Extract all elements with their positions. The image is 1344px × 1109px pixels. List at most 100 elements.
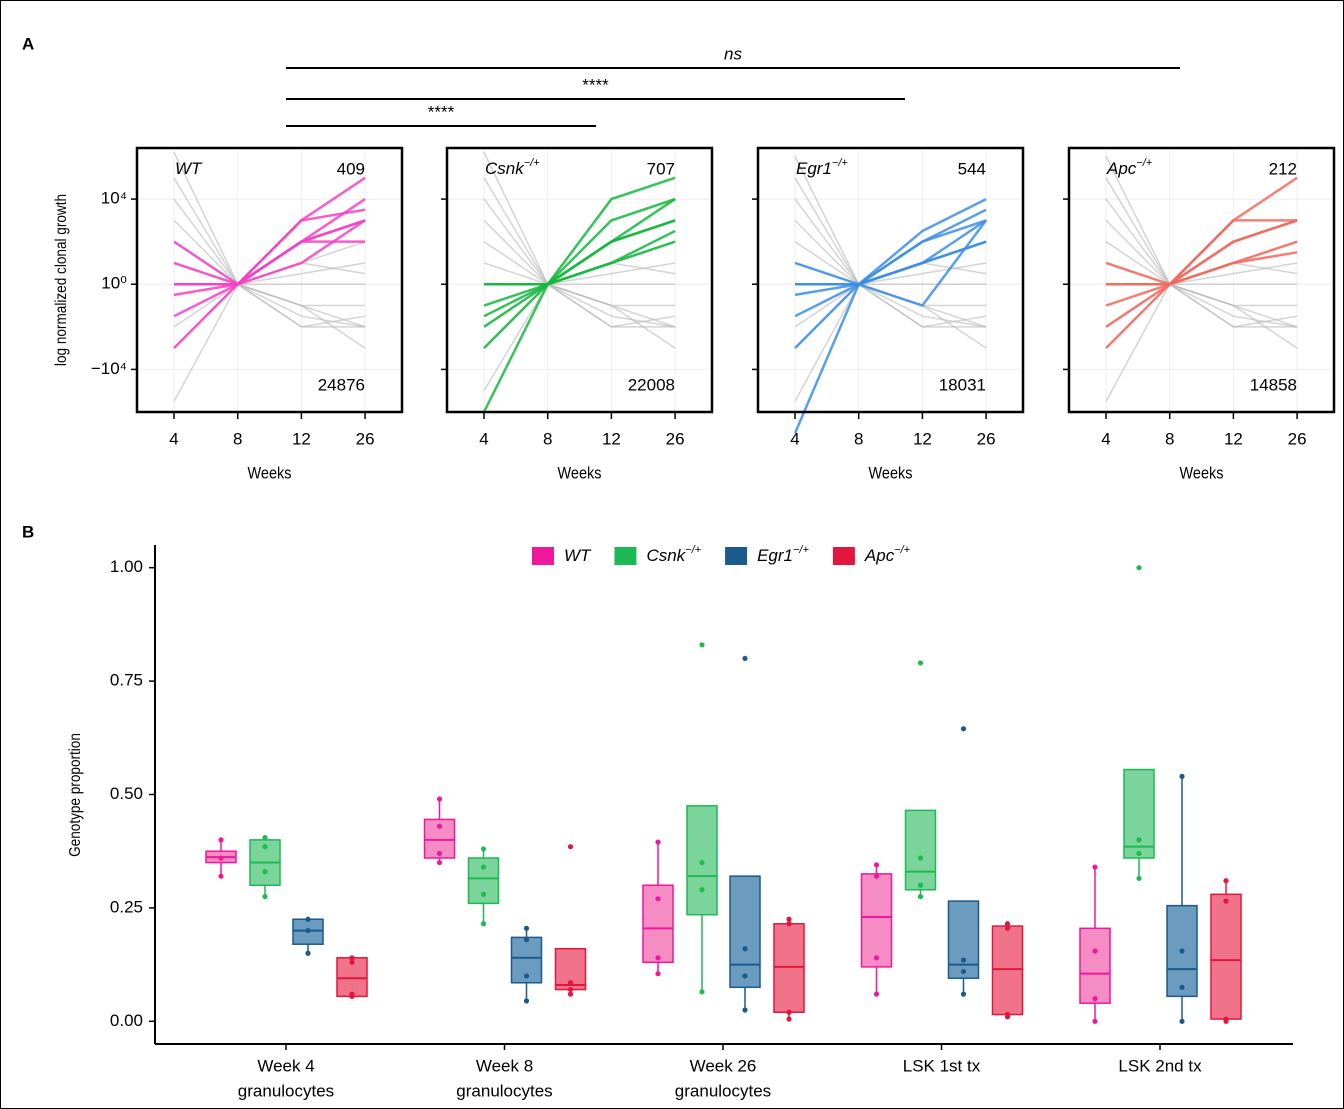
genotype-label: Egr1−/+ (757, 544, 809, 566)
genotype-superscript: −/+ (832, 157, 848, 169)
y-axis-label: log normalized clonal growth (53, 194, 70, 366)
data-point (480, 846, 487, 852)
data-point (1092, 864, 1098, 870)
x-tick-label: 4 (790, 429, 799, 448)
data-point (655, 955, 661, 961)
comparison-label: ns (724, 44, 742, 63)
box (860, 873, 893, 968)
background-trajectory (483, 198, 676, 286)
x-axis-label: Weeks (1180, 464, 1224, 482)
x-tick-label: 4 (169, 429, 178, 448)
highlighted-trajectory (794, 197, 987, 297)
x-tick-label: 12 (913, 429, 932, 448)
x-axis-label: Weeks (248, 464, 292, 482)
y-tick-label: 1.00 (110, 557, 143, 576)
highlighted-trajectory (173, 176, 366, 286)
genotype-superscript: −/+ (1136, 157, 1152, 169)
panel (1063, 146, 1336, 414)
highlighted-count: 409 (337, 159, 365, 178)
panel-label: A (22, 34, 34, 53)
data-point (742, 946, 748, 952)
highlighted-count: 707 (647, 159, 675, 178)
panel (131, 146, 404, 414)
box (1079, 927, 1111, 1004)
data-point (873, 955, 880, 961)
panel-frame (756, 146, 1025, 414)
data-point (305, 927, 311, 934)
x-tick-label: 8 (233, 429, 242, 448)
highlighted-trajectory (795, 219, 988, 308)
data-point (480, 921, 487, 927)
genotype-name: WT (175, 159, 203, 178)
data-point (960, 968, 967, 975)
data-point (742, 973, 748, 979)
legend-swatch (532, 547, 554, 565)
total-count: 14858 (1250, 375, 1297, 394)
panel-frame (1067, 146, 1336, 414)
panel (441, 146, 714, 414)
genotype-label: Egr1−/+ (796, 157, 848, 179)
genotype-name: Csnk (485, 159, 525, 178)
data-point (436, 823, 443, 829)
data-point (349, 993, 355, 999)
x-tick-label: 8 (543, 429, 552, 448)
data-point (742, 655, 748, 662)
data-point (786, 1016, 792, 1022)
x-tick-label: Week 4 (257, 1056, 314, 1075)
box (904, 809, 937, 891)
highlighted-trajectory (1105, 219, 1298, 350)
legend-swatch (832, 547, 855, 565)
highlighted-count: 212 (1269, 159, 1297, 178)
data-point (349, 955, 355, 961)
data-point (1092, 1018, 1098, 1024)
genotype-label: Apc−/+ (1106, 157, 1153, 179)
total-count: 18031 (939, 375, 986, 394)
data-point (436, 859, 443, 866)
data-point (1004, 1014, 1011, 1020)
data-point (1136, 850, 1142, 857)
x-tick-label: 26 (666, 429, 685, 448)
data-point (917, 855, 924, 861)
data-point (699, 642, 705, 648)
data-point (1136, 875, 1142, 882)
data-point (1179, 984, 1185, 990)
data-point (523, 973, 530, 979)
data-point (699, 989, 705, 995)
highlighted-trajectory (484, 176, 676, 286)
data-point (523, 925, 530, 931)
data-point (960, 957, 967, 963)
x-tick-label: 4 (479, 429, 488, 448)
data-point (699, 859, 705, 866)
x-tick-label: LSK 1st tx (903, 1056, 981, 1075)
y-axis-label: Genotype proportion (67, 733, 84, 857)
genotype-label: WT (564, 546, 592, 565)
y-tick-label: 10⁰ (101, 274, 127, 293)
x-tick-label: 12 (602, 429, 621, 448)
background-trajectory (483, 283, 676, 349)
background-trajectory (1105, 198, 1298, 286)
x-tick-label: 4 (1101, 429, 1110, 448)
highlighted-trajectory (1105, 219, 1298, 286)
x-tick-label: granulocytes (456, 1081, 552, 1100)
data-point (960, 726, 967, 732)
genotype-name: Egr1 (757, 546, 793, 565)
data-point (436, 850, 443, 857)
panel (752, 146, 1025, 434)
x-tick-label: 8 (1165, 429, 1174, 448)
data-point (960, 991, 967, 997)
background-trajectory (794, 198, 987, 286)
genotype-name: Egr1 (796, 159, 832, 178)
background-trajectory (1105, 283, 1298, 349)
data-point (523, 937, 530, 943)
data-point (786, 916, 792, 922)
data-point (1179, 948, 1185, 954)
data-point (655, 971, 661, 977)
x-tick-label: granulocytes (675, 1081, 771, 1100)
genotype-superscript: −/+ (685, 544, 701, 556)
highlighted-trajectory (794, 240, 987, 350)
genotype-label: Apc−/+ (864, 544, 911, 566)
highlighted-count: 544 (958, 159, 986, 178)
highlighted-trajectory (173, 219, 366, 350)
data-point (873, 862, 880, 868)
